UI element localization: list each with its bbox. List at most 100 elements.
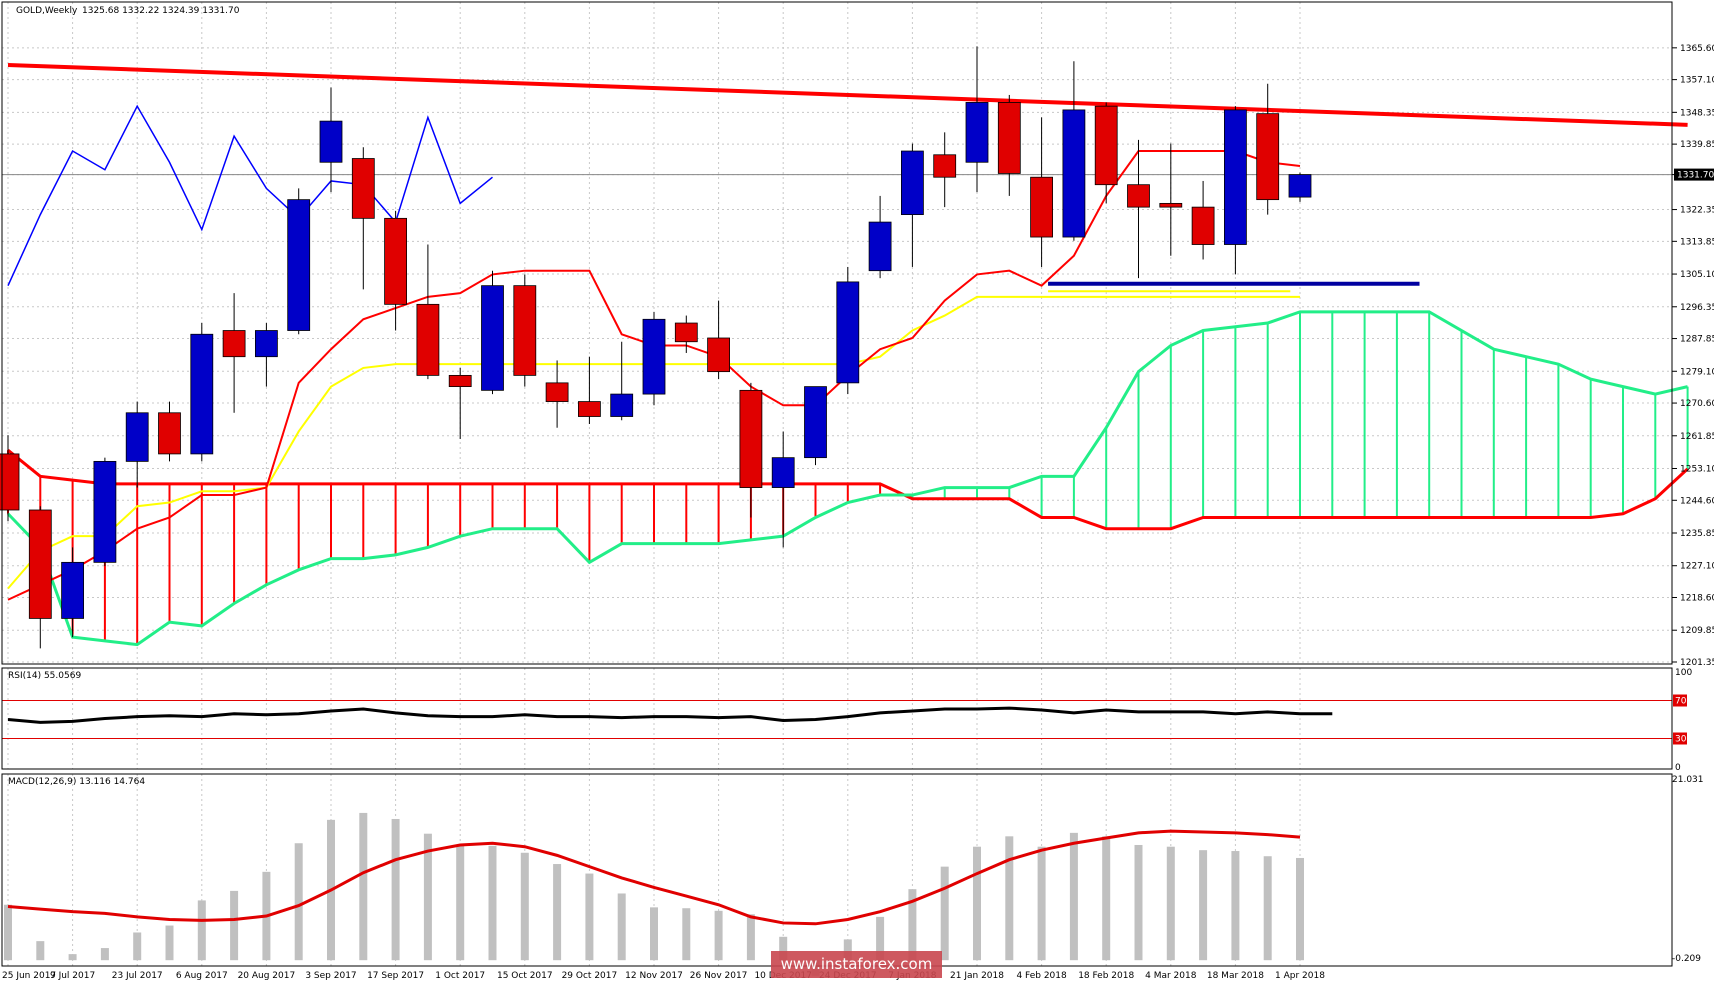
candle[interactable] [1062, 61, 1086, 241]
candle[interactable] [351, 147, 375, 290]
candle[interactable] [642, 311, 666, 406]
candle[interactable] [61, 547, 84, 638]
candle[interactable] [1030, 117, 1053, 267]
candle[interactable] [674, 315, 698, 353]
macd-histogram-bar [391, 818, 400, 961]
candle-body [1288, 174, 1312, 198]
time-label: 18 Feb 2018 [1078, 971, 1134, 981]
candle[interactable] [287, 188, 311, 335]
candle-body [1094, 105, 1118, 186]
candle-body [384, 217, 408, 305]
candle-body [1127, 184, 1150, 208]
macd-histogram-bar [779, 936, 788, 961]
current-price-label: 1331.70 [1677, 171, 1714, 181]
candle[interactable] [384, 210, 408, 331]
candle[interactable] [1256, 83, 1280, 215]
candle[interactable] [513, 274, 537, 387]
candle[interactable] [1159, 143, 1183, 256]
candle[interactable] [158, 401, 181, 462]
main-frame [1, 1, 1673, 665]
candle[interactable] [836, 266, 860, 395]
price-tick-label: 1339.85 [1680, 140, 1714, 150]
price-tick-label: 1348.35 [1680, 108, 1714, 118]
candle-body [158, 412, 181, 455]
candle[interactable] [448, 367, 472, 439]
resistance-trendline[interactable] [7, 63, 1688, 127]
rsi-frame [1, 667, 1673, 770]
candle-body [61, 561, 84, 619]
candle[interactable] [0, 435, 20, 522]
rsi-line [7, 706, 1333, 724]
candle[interactable] [222, 293, 246, 413]
time-label: 6 Aug 2017 [176, 971, 228, 981]
candle[interactable] [739, 382, 763, 518]
candle[interactable] [1224, 106, 1247, 275]
macd-histogram-bar [36, 941, 45, 961]
macd-histogram-bar [682, 908, 691, 961]
price-tick-label: 1227.10 [1680, 562, 1714, 572]
candle-body [513, 285, 537, 376]
price-tick-label: 1253.10 [1680, 464, 1714, 474]
macd-histogram-bar [617, 893, 626, 961]
candle[interactable] [545, 360, 569, 428]
candle[interactable] [28, 506, 52, 649]
candle[interactable] [1127, 139, 1150, 279]
chikou-line [7, 104, 493, 286]
candle[interactable] [190, 323, 214, 462]
time-label: 4 Feb 2018 [1016, 971, 1067, 981]
candle[interactable] [1288, 172, 1312, 202]
candle-body [125, 412, 149, 462]
ichimoku-cloud [6, 310, 1689, 647]
candle[interactable] [997, 94, 1021, 196]
price-tick-label: 1279.10 [1680, 367, 1714, 377]
candle[interactable] [901, 143, 924, 267]
candle[interactable] [319, 87, 343, 193]
candle[interactable] [481, 270, 504, 395]
rsi-label: RSI(14) 55.0569 [8, 671, 81, 681]
macd-label: MACD(12,26,9) 13.116 14.764 [8, 777, 145, 787]
macd-signal-line [7, 829, 1301, 926]
candle[interactable] [254, 323, 278, 387]
time-label: 12 Nov 2017 [625, 971, 683, 981]
candle[interactable] [965, 46, 989, 193]
rsi-level-tag [1673, 694, 1687, 707]
candle[interactable] [125, 401, 149, 488]
macd-histogram-bar [359, 812, 368, 961]
rsi-level-tag [1673, 732, 1687, 745]
time-label: 21 Jan 2018 [950, 971, 1004, 981]
candle[interactable] [1094, 102, 1118, 204]
candle[interactable] [93, 457, 117, 567]
current-price-tag [1674, 168, 1714, 181]
candle[interactable] [416, 244, 440, 380]
candles[interactable] [0, 46, 1312, 649]
candle[interactable] [578, 356, 601, 424]
candle-body [965, 102, 989, 163]
candle-body [1030, 176, 1053, 238]
price-tick-label: 1218.60 [1680, 593, 1714, 603]
candle-body [319, 120, 343, 163]
price-tick-label: 1313.85 [1680, 237, 1714, 247]
candle-body [771, 457, 795, 488]
rsi-level-label: 70 [1675, 697, 1687, 707]
rsi-level-label: 0 [1675, 763, 1681, 773]
macd-histogram-bar [876, 916, 885, 961]
price-tick-label: 1357.10 [1680, 76, 1714, 86]
macd-histogram-bar [1166, 846, 1175, 961]
candle[interactable] [610, 341, 634, 421]
candle[interactable] [1191, 180, 1215, 260]
candle[interactable] [804, 386, 827, 466]
candle-body [545, 382, 569, 402]
candle-body [642, 318, 666, 395]
macd-histogram-bar [1134, 844, 1143, 961]
candle[interactable] [771, 431, 795, 548]
candle[interactable] [933, 132, 957, 208]
header-symbol: GOLD,Weekly [16, 6, 78, 16]
macd-histogram-bar [1263, 856, 1272, 961]
price-tick-label: 1287.85 [1680, 335, 1714, 345]
candle[interactable] [868, 195, 892, 279]
candle[interactable] [707, 300, 730, 380]
price-tick-label: 1270.60 [1680, 399, 1714, 409]
time-label: 18 Mar 2018 [1207, 971, 1264, 981]
macd-histogram-bar [423, 833, 432, 961]
